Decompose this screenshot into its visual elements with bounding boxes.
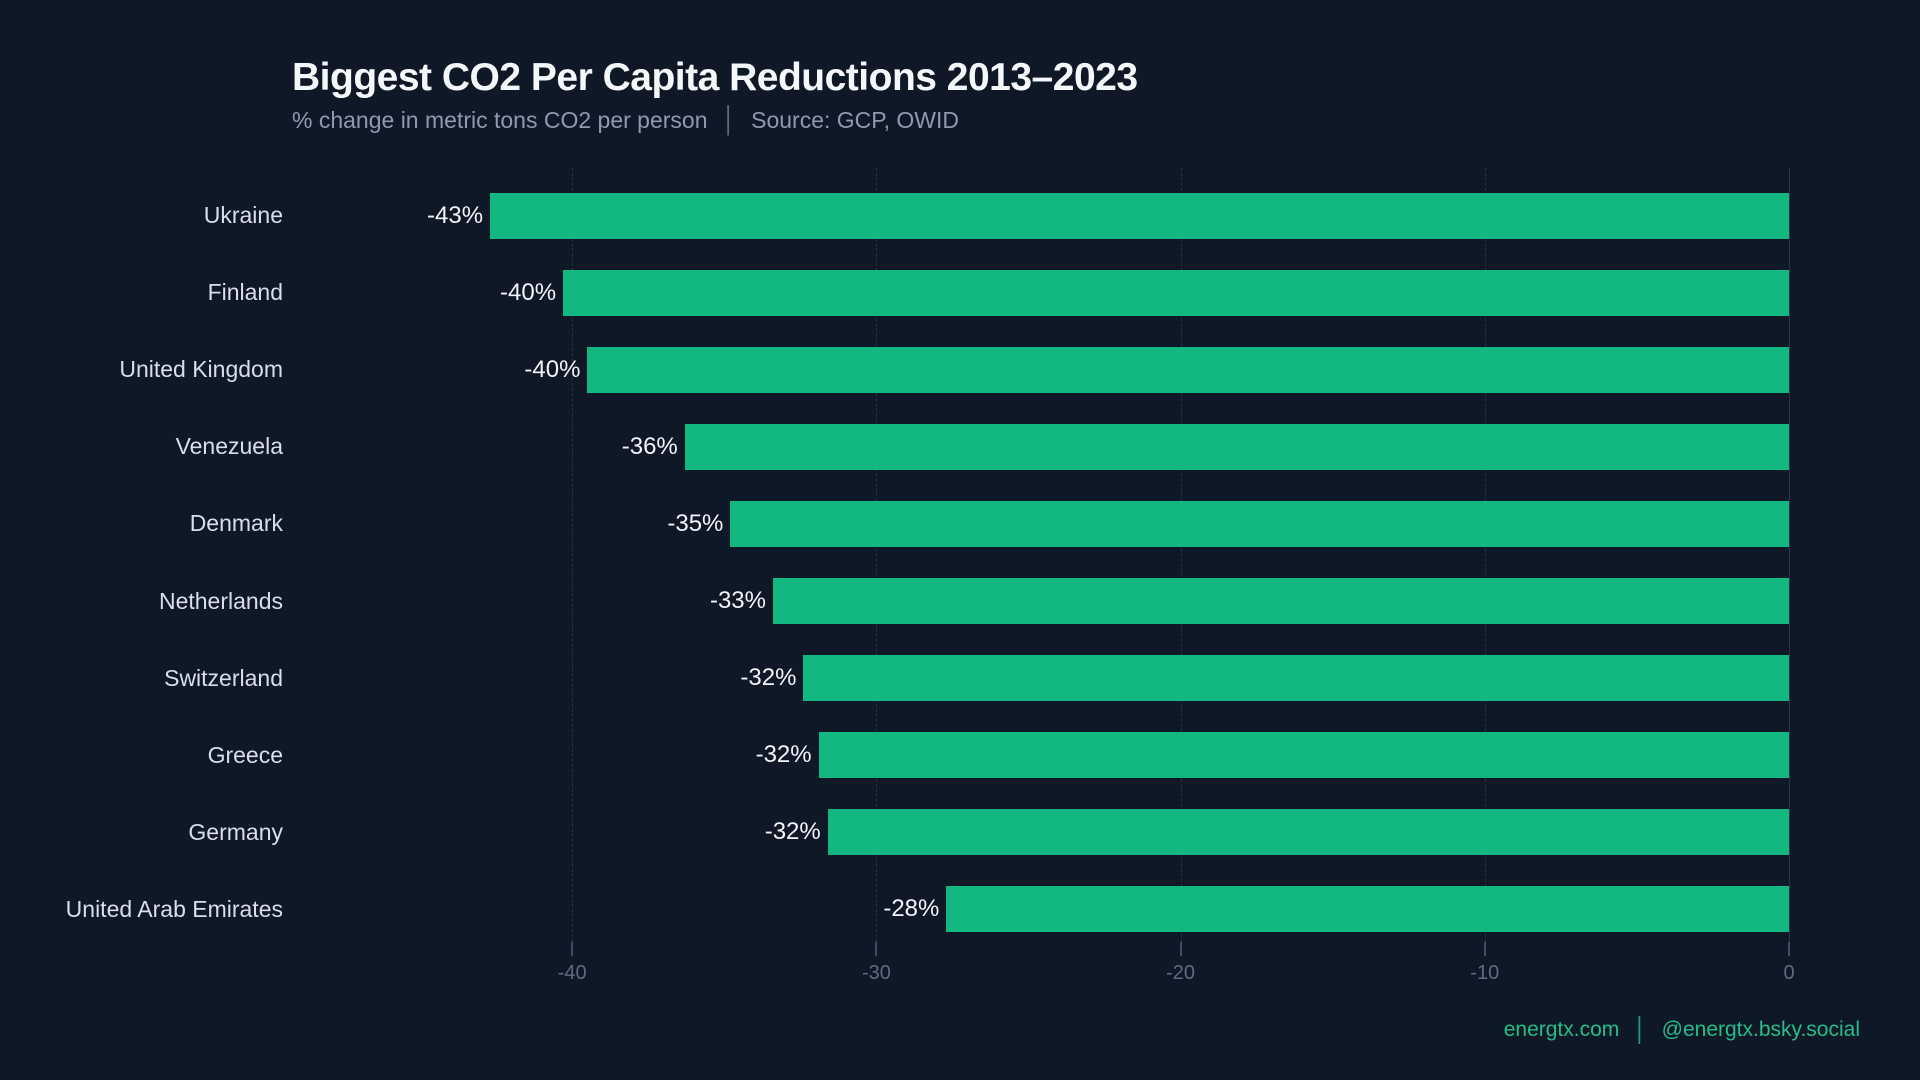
x-axis-tick [1788, 942, 1790, 956]
subtitle-divider: │ [721, 106, 738, 134]
x-tick-label: -20 [1166, 962, 1196, 984]
x-tick-label: -30 [861, 962, 891, 984]
country-label: Ukraine [203, 202, 283, 228]
gridline [876, 168, 878, 942]
footer-site-link[interactable]: energtx.com [1503, 1017, 1620, 1041]
value-label: -35% [667, 509, 724, 537]
bar [563, 269, 1789, 316]
country-label: Venezuela [175, 433, 283, 460]
bar-row: Denmark -35% [0, 485, 1920, 562]
x-tick-label: -10 [1470, 962, 1500, 984]
subtitle-source: Source: GCP, OWID [751, 107, 960, 133]
bar [818, 732, 1789, 779]
bar [772, 578, 1789, 624]
country-label: Denmark [189, 510, 283, 537]
x-tick-label: -40 [557, 962, 587, 984]
x-axis-tick [1483, 942, 1486, 956]
x-axis-tick [571, 942, 574, 956]
value-label: -40% [500, 278, 557, 306]
country-label: Switzerland [164, 664, 283, 691]
bar-row: United Arab Emirates -28% [0, 871, 1920, 948]
chart-subtitle: % change in metric tons CO2 per person │… [292, 106, 959, 135]
x-axis-tick [875, 942, 878, 956]
bar [946, 886, 1789, 933]
gridline [1484, 168, 1486, 942]
country-label: Finland [207, 279, 283, 306]
value-label: -43% [427, 201, 484, 229]
bar [730, 500, 1789, 547]
bar [587, 346, 1789, 393]
page-title: Biggest CO2 Per Capita Reductions 2013–2… [292, 56, 1138, 99]
bar-row: Netherlands -33% [0, 563, 1920, 640]
bar-row: Venezuela -36% [0, 408, 1920, 485]
country-label: Greece [207, 741, 283, 768]
value-label: -32% [740, 664, 797, 692]
value-label: -32% [755, 741, 812, 769]
value-label: -40% [524, 355, 581, 383]
gridline [1180, 168, 1182, 942]
bar-row: Ukraine -43% [0, 177, 1920, 254]
x-axis-tick [1179, 942, 1182, 956]
footer-divider: │ [1633, 1016, 1648, 1042]
value-label: -28% [883, 895, 940, 923]
bar-row: Germany -32% [0, 794, 1920, 871]
value-label: -33% [709, 587, 766, 614]
bar [803, 655, 1789, 702]
country-label: Netherlands [158, 587, 283, 614]
bar [827, 809, 1789, 856]
value-label: -36% [621, 432, 678, 460]
country-label: United Arab Emirates [65, 895, 283, 922]
gridline [572, 168, 574, 942]
footer: energtx.com │ @energtx.bsky.social [1504, 1016, 1860, 1043]
bar [684, 423, 1789, 470]
value-label: -32% [764, 818, 821, 846]
bar-row: United Kingdom -40% [0, 331, 1920, 408]
subtitle-measure: % change in metric tons CO2 per person [292, 107, 708, 133]
country-label: United Kingdom [119, 356, 283, 383]
bar-row: Finland -40% [0, 254, 1920, 331]
country-label: Germany [188, 818, 283, 845]
bar-row: Switzerland -32% [0, 640, 1920, 717]
bar [490, 192, 1789, 239]
x-tick-label: 0 [1783, 962, 1795, 984]
bar-row: Greece -32% [0, 717, 1920, 794]
gridline [1789, 168, 1790, 942]
footer-social-link[interactable]: @energtx.bsky.social [1661, 1017, 1860, 1041]
